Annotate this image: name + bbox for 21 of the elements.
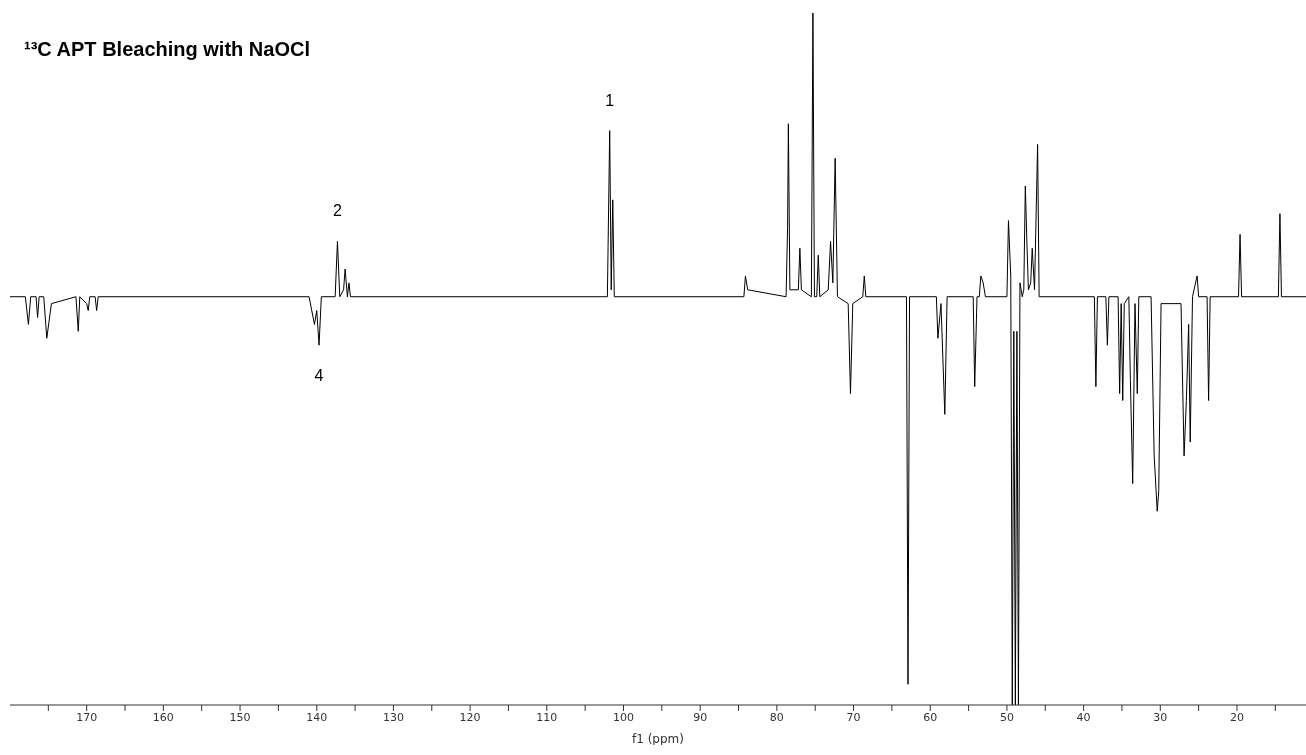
x-tick-label: 110 <box>536 710 558 724</box>
x-tick-label: 60 <box>923 710 938 724</box>
x-tick-label: 140 <box>306 710 328 724</box>
annotation: 4 <box>314 367 324 386</box>
x-tick-label: 30 <box>1153 710 1168 724</box>
x-tick-label: 120 <box>459 710 481 724</box>
x-tick-label: 40 <box>1076 710 1091 724</box>
annotation: 1 <box>605 91 615 110</box>
x-axis-title: f1 (ppm) <box>632 732 684 746</box>
x-tick-label: 70 <box>846 710 861 724</box>
text: ¹³C APT Bleaching with NaOCl <box>24 38 310 61</box>
annotation: 2 <box>332 202 342 221</box>
x-tick-label: 170 <box>76 710 98 724</box>
x-tick-label: 100 <box>612 710 634 724</box>
x-tick-label: 20 <box>1229 710 1244 724</box>
x-tick-label: 150 <box>229 710 251 724</box>
x-tick-label: 130 <box>382 710 404 724</box>
x-tick-label: 80 <box>769 710 784 724</box>
x-tick-label: 50 <box>999 710 1014 724</box>
x-tick-label: 160 <box>152 710 174 724</box>
x-tick-label: 90 <box>693 710 708 724</box>
